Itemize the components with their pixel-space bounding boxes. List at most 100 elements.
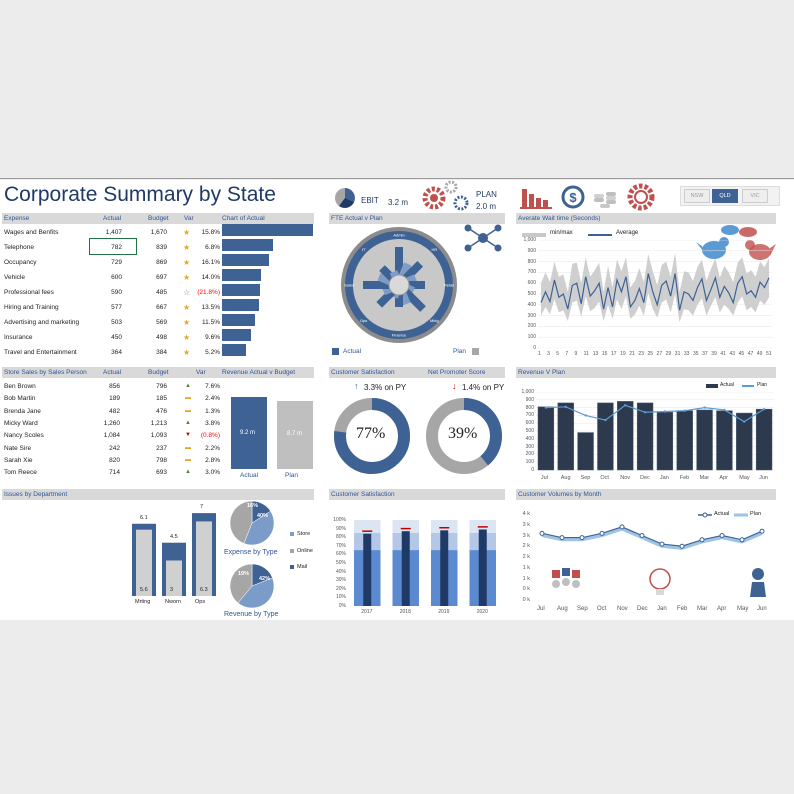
store-var: 2.2% (205, 444, 220, 452)
expense-actual-bar (222, 269, 261, 281)
ebit-label: EBIT (361, 196, 379, 205)
rvp-actual-bar (597, 402, 614, 471)
expense-name: Vehicle (4, 274, 25, 281)
expense-var: 6.8% (205, 244, 220, 251)
revenue-plan-bar (277, 401, 313, 469)
vol-legend-plan-swatch (734, 513, 748, 517)
vol-x-tick: Aug (557, 606, 568, 612)
expense-budget: 384 (156, 349, 167, 356)
cs-y-tick: 20% (335, 585, 346, 592)
fte-ring-label: IT (362, 247, 366, 252)
wait-y-tick: 1,000 (523, 237, 536, 243)
wait-x-tick: 19 (620, 351, 626, 357)
pie-chart-icon (335, 188, 355, 208)
rvp-plan-point (564, 405, 567, 409)
cs-x-tick: 2019 (438, 609, 450, 615)
store-col-budget: Budget (148, 369, 169, 376)
rvp-x-tick: May (739, 475, 750, 481)
satisfaction-donut (334, 398, 410, 474)
store-name: Micky Ward (4, 419, 38, 427)
wait-y-tick: 500 (527, 291, 536, 297)
revenue-actual-bar (231, 397, 267, 469)
store-name: Brenda Jane (4, 407, 41, 415)
pie2-label-1: 19% (238, 571, 250, 577)
vol-actual-point (619, 524, 625, 530)
issues-inner-bar (136, 529, 152, 596)
trend-down-icon: ▼ (185, 432, 191, 439)
vol-y-tick: 0 k (522, 586, 530, 593)
nps-down-arrow: ↓ (452, 381, 457, 391)
store-name: Nate Sire (4, 444, 32, 452)
issues-inner-bar (196, 521, 212, 596)
selected-cell[interactable] (89, 238, 137, 255)
state-nsw-button[interactable]: NSW (684, 189, 710, 203)
pie2-label-2: 42% (259, 576, 271, 582)
rvp-plan-point (544, 406, 548, 409)
wait-x-tick: 33 (683, 351, 690, 357)
wait-legend-band-swatch (522, 233, 546, 237)
issues-dept-label: Ops (195, 599, 206, 605)
expense-var: 14.0% (201, 274, 220, 281)
rvp-x-tick: Sep (580, 475, 591, 481)
cust-sat-chart-title: Customer Satisfaction (331, 491, 395, 498)
cs-x-tick: 2017 (361, 609, 373, 615)
fte-legend-actual-swatch (332, 348, 339, 355)
ebit-value: 3.2 m (388, 198, 409, 207)
expense-col-chart: Chart of Actual (222, 215, 265, 222)
store-sales-header: Store Sales by Sales Person Actual Budge… (2, 367, 314, 378)
gears-icon (422, 180, 469, 211)
rvp-x-tick: Mar (699, 475, 710, 481)
satisfaction-change: 3.3% on PY (364, 383, 407, 392)
expense-actual: 590 (111, 289, 122, 296)
wait-x-tick: 9 (574, 351, 578, 357)
issues-header: Issues by Department (2, 489, 314, 500)
cs-y-tick: 10% (335, 594, 346, 601)
rvp-y-tick: 300 (525, 443, 534, 450)
fte-radial-chart: Finance Ops Sales IT Admin HR Retail Mktg (341, 227, 457, 343)
vol-y-tick: 2 k (522, 554, 530, 560)
rvp-x-tick: Jan (659, 475, 669, 481)
vol-y-tick: 0 k (522, 597, 530, 603)
store-budget: 1,213 (150, 419, 167, 427)
vol-actual-point (559, 535, 565, 541)
expense-actual: 1,407 (105, 229, 122, 236)
vol-actual-point (759, 528, 765, 534)
wait-x-tick: 1 (538, 351, 541, 357)
state-vic-button[interactable]: VIC (742, 189, 768, 203)
trend-flat-icon: ▬ (185, 456, 191, 463)
vol-x-tick: Jul (537, 606, 545, 612)
store-col-chart: Revenue Actual v Budget (222, 369, 295, 376)
cs-x-tick: 2020 (476, 609, 488, 615)
store-actual: 242 (109, 444, 120, 452)
expense-actual: 503 (111, 319, 122, 326)
wait-x-tick: 39 (711, 351, 717, 357)
rvp-x-tick: Nov (620, 475, 631, 481)
vol-y-tick: 1 k (522, 575, 530, 582)
rvp-y-tick: 700 (525, 412, 534, 419)
fte-spoke (395, 285, 403, 307)
satisfaction-kpi-title: Customer Satisfaction (331, 369, 395, 376)
trend-flat-icon: ▬ (185, 395, 191, 402)
nps-donut (426, 398, 502, 474)
star-icon: ★ (183, 258, 191, 267)
issues-top-label: 7 (200, 504, 204, 511)
rvp-actual-bar (696, 409, 713, 471)
cs-value-bar (401, 531, 410, 606)
star-icon: ★ (183, 243, 191, 252)
state-qld-button[interactable]: QLD (712, 189, 738, 203)
expense-actual: 782 (111, 244, 122, 251)
vol-actual-point (639, 533, 645, 538)
vol-actual-line (541, 526, 763, 547)
legend-online-swatch (290, 549, 294, 553)
wait-y-tick: 600 (527, 280, 536, 287)
rvp-actual-bar (716, 410, 733, 471)
twitter-bird-icon (696, 225, 776, 260)
expense-type-pie (229, 500, 275, 546)
gear-icon (627, 183, 655, 211)
star-icon: ★ (183, 348, 191, 357)
revenue-type-pie (229, 563, 275, 609)
expense-actual: 364 (111, 349, 122, 356)
network-icon (464, 224, 502, 252)
store-actual: 820 (109, 456, 120, 464)
wait-legend-band: min/max (550, 230, 573, 236)
